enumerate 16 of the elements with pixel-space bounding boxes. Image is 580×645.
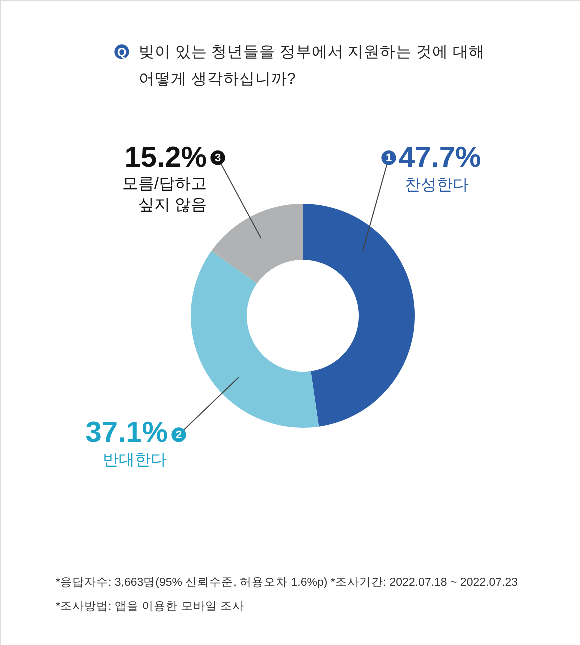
donut-slice bbox=[191, 251, 320, 428]
data-label: 47.7% bbox=[399, 142, 482, 174]
donut-slice bbox=[303, 204, 415, 427]
text: *응답자수: 3,663명(95% 신뢰수준, 허용오차 1.6%p) *조사기간: 2022.07.18 ~ 2022.07.23 bbox=[56, 577, 518, 589]
text: Q bbox=[117, 46, 127, 60]
donut-slice bbox=[212, 204, 303, 284]
data-label: 37.1% bbox=[86, 417, 168, 449]
slice-label: 모름/답하고 싶지 않음 bbox=[122, 176, 207, 214]
legend-label: 찬성한다 bbox=[405, 177, 469, 194]
text: 1 bbox=[386, 152, 392, 164]
data-label: 15.2% bbox=[124, 142, 208, 174]
slice-label: 반대한다 bbox=[103, 452, 167, 469]
text: *조사방법: 앱을 이용한 모바일 조사 bbox=[56, 601, 244, 613]
text: 3 bbox=[214, 152, 222, 164]
text: 2 bbox=[176, 430, 182, 442]
chart-title: 빚이 있는 청년들을 정부에서 지원하는 것에 대해 어떻게 생각하십니까? bbox=[139, 44, 485, 88]
